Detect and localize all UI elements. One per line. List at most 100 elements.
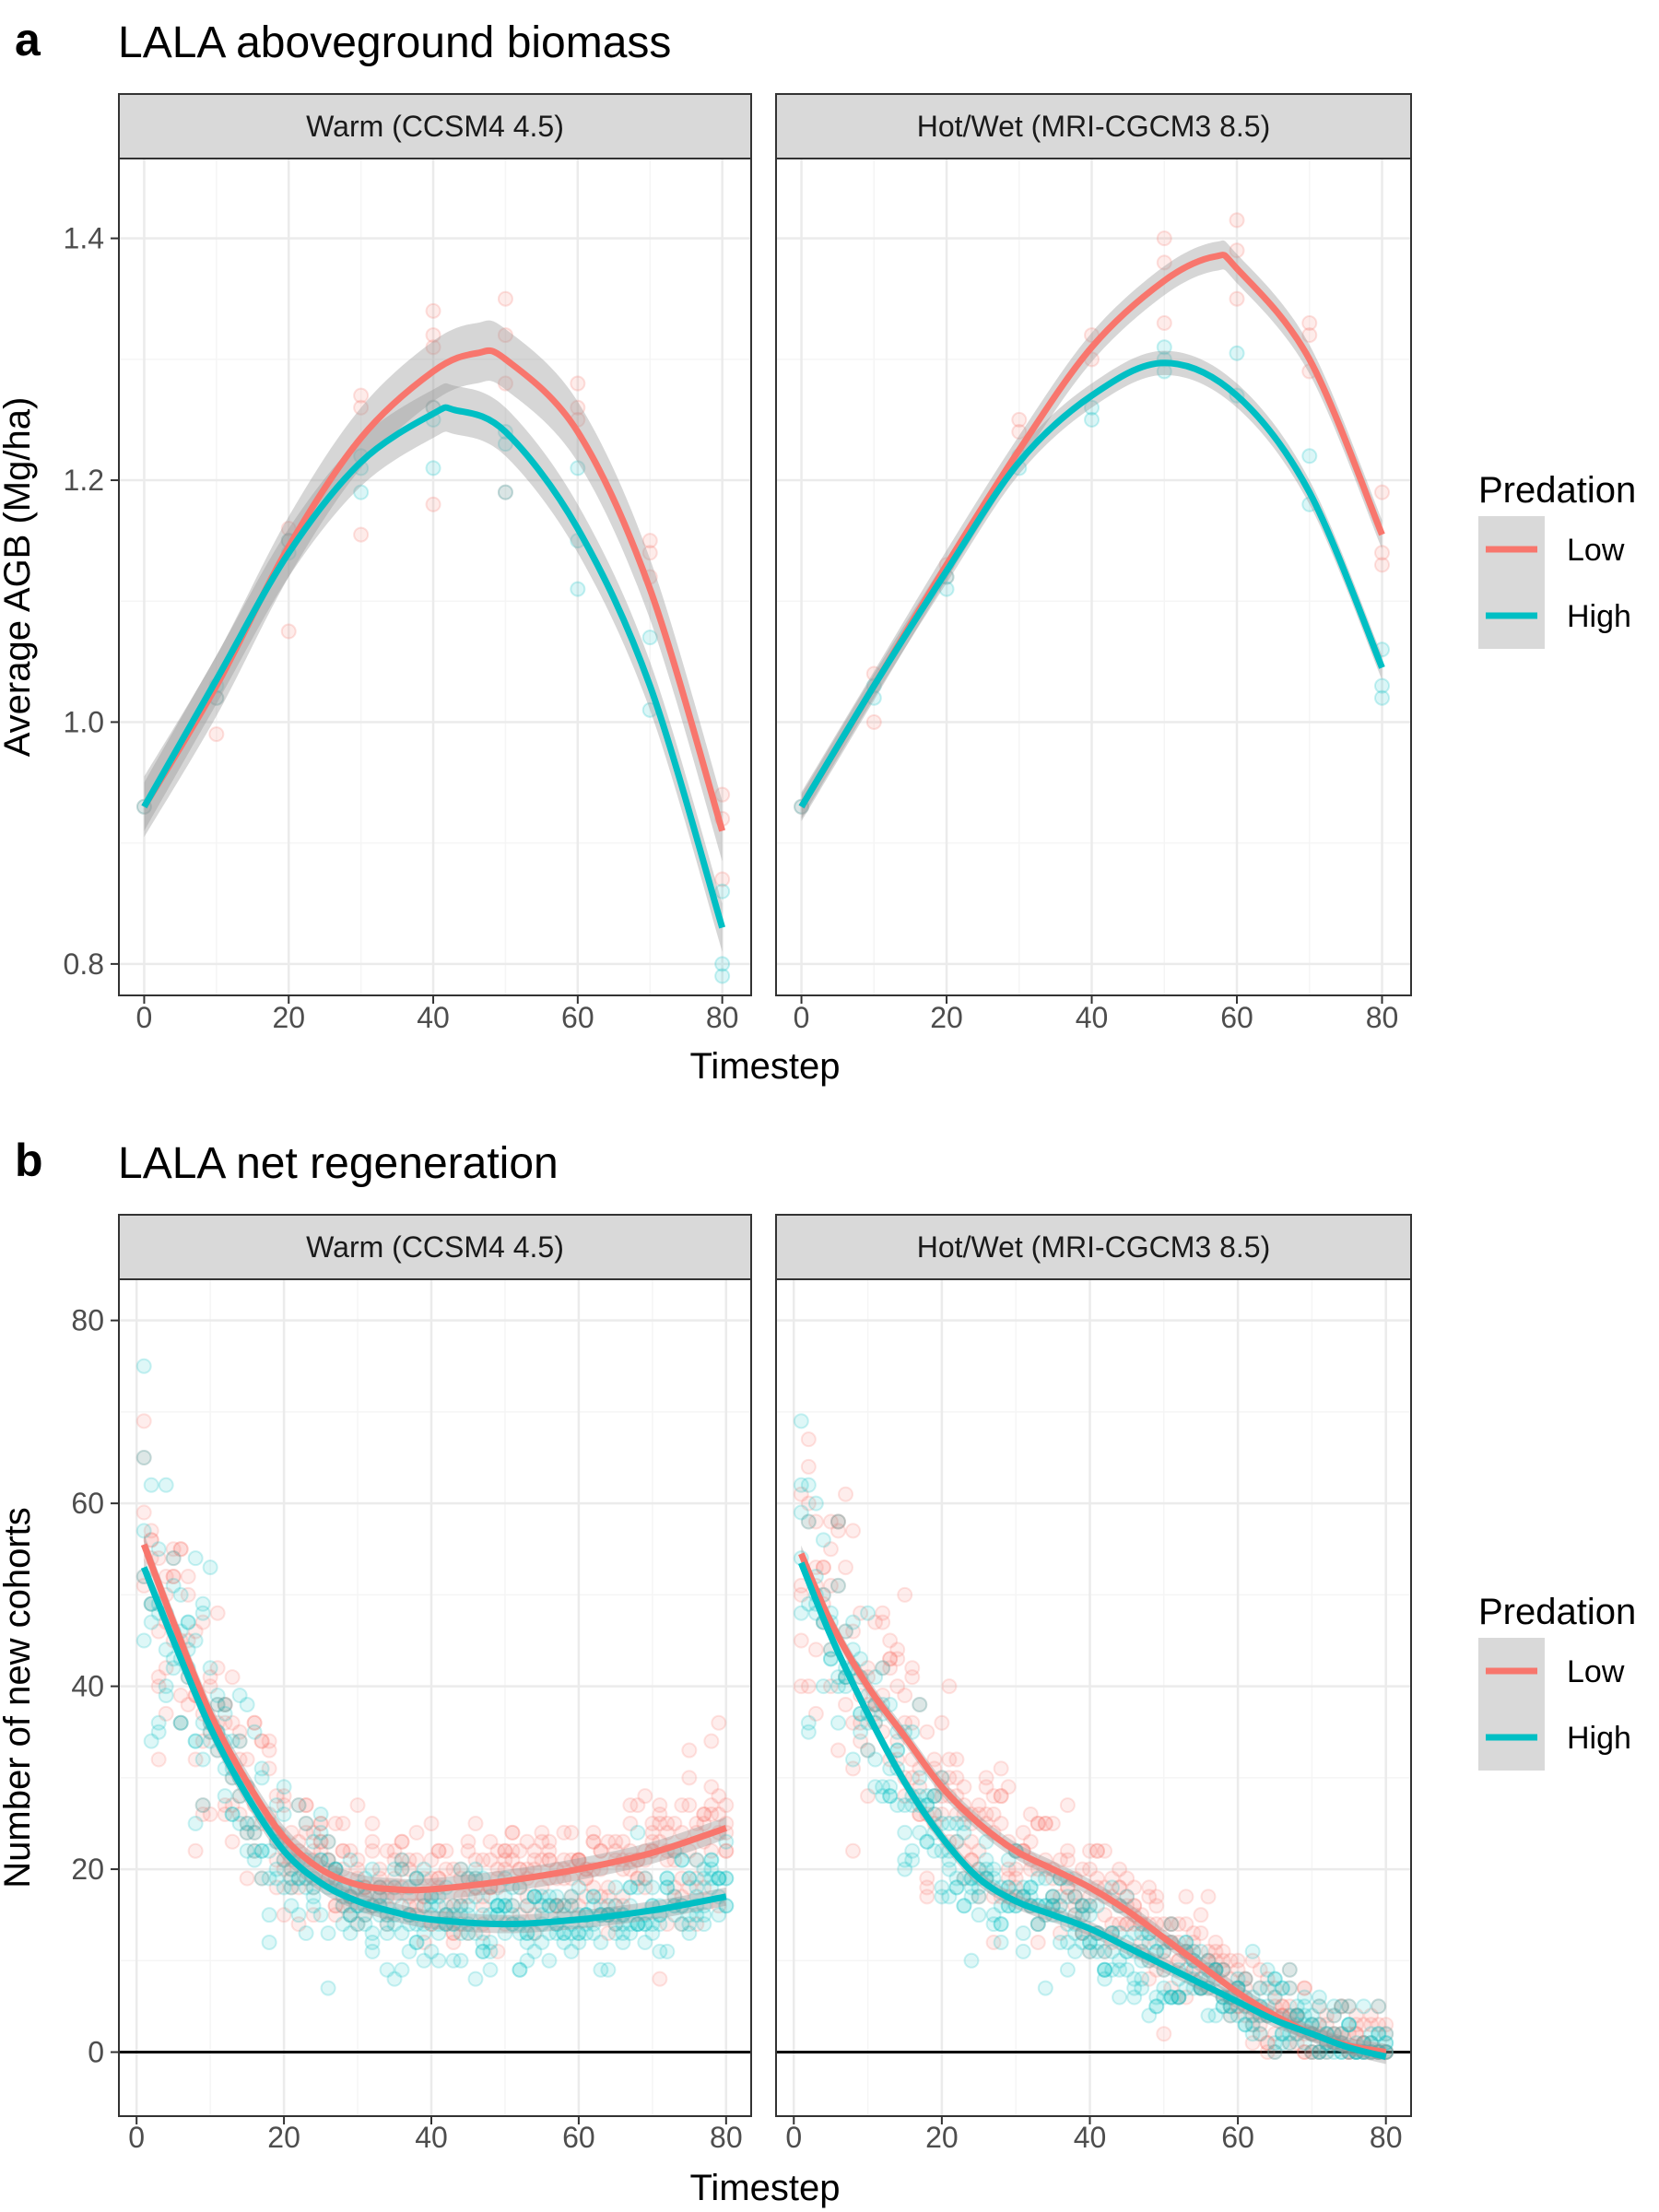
high-data-point xyxy=(703,1861,720,1877)
low-data-point xyxy=(1215,1961,1231,1978)
x-axis-title: Timestep xyxy=(689,1046,840,1087)
low-data-point xyxy=(1141,1888,1158,1905)
low-data-point xyxy=(919,1879,935,1896)
low-data-point xyxy=(445,1898,462,1914)
y-tick-label: 1.0 xyxy=(64,705,104,738)
low-data-point xyxy=(445,1925,462,1942)
high-data-point xyxy=(320,1852,336,1868)
high-data-point xyxy=(941,1861,958,1877)
high-data-point xyxy=(948,1833,965,1850)
high-data-point xyxy=(985,1861,1002,1877)
low-data-point xyxy=(703,1779,720,1795)
high-data-point xyxy=(548,1888,565,1905)
high-data-point xyxy=(629,1916,646,1933)
high-data-point xyxy=(904,1852,921,1868)
low-data-point xyxy=(246,1714,263,1731)
high-data-point xyxy=(622,1879,639,1896)
high-data-point xyxy=(637,1934,653,1950)
low-data-point xyxy=(1318,2007,1335,2024)
high-data-point xyxy=(158,1477,174,1493)
high-data-point xyxy=(674,1852,690,1868)
panel-border xyxy=(775,158,1412,996)
high-data-point xyxy=(815,1532,831,1548)
low-data-point xyxy=(1301,314,1318,331)
low-data-point xyxy=(1119,1888,1135,1905)
high-data-point xyxy=(718,1870,735,1887)
low-data-point xyxy=(882,1651,899,1667)
low-data-point xyxy=(853,1605,869,1621)
high-data-point xyxy=(364,1925,381,1942)
low-confidence-ribbon xyxy=(801,240,1382,822)
high-data-point xyxy=(268,1870,285,1887)
low-data-point xyxy=(1288,2007,1305,2024)
low-data-point xyxy=(904,1714,921,1731)
low-data-point xyxy=(143,1532,159,1548)
low-data-point xyxy=(1266,1980,1283,1996)
low-data-point xyxy=(1052,1852,1068,1868)
x-tick-label: 60 xyxy=(562,2121,595,2154)
low-data-point xyxy=(563,1852,580,1868)
high-data-point xyxy=(1097,1961,1113,1978)
low-data-point xyxy=(941,1770,958,1786)
low-data-point xyxy=(482,1833,499,1850)
high-data-point xyxy=(800,1714,817,1731)
high-data-point xyxy=(239,1824,255,1841)
low-data-point xyxy=(1074,1898,1090,1914)
low-data-point xyxy=(985,1934,1002,1950)
low-data-point xyxy=(305,1907,322,1924)
low-data-point xyxy=(342,1907,359,1924)
high-data-point xyxy=(1207,2007,1224,2024)
high-data-point xyxy=(659,1870,676,1887)
high-data-point xyxy=(194,1595,211,1612)
high-data-point xyxy=(187,1733,204,1749)
legend: Predation Low High xyxy=(1478,470,1636,649)
high-data-point xyxy=(519,1952,535,1969)
low-data-point xyxy=(793,1586,809,1603)
high-data-point xyxy=(644,1916,661,1933)
high-data-point xyxy=(652,1943,668,1959)
low-data-point xyxy=(312,1842,329,1859)
low-data-point xyxy=(349,1852,366,1868)
high-data-point xyxy=(978,1861,994,1877)
low-data-point xyxy=(1030,1815,1046,1831)
high-data-point xyxy=(1015,1943,1031,1959)
low-data-point xyxy=(652,1806,668,1823)
high-data-point xyxy=(711,1870,727,1887)
high-data-point xyxy=(1215,1961,1231,1978)
low-data-point xyxy=(696,1815,712,1831)
high-data-point xyxy=(187,1550,204,1567)
facet-0: Warm (CCSM4 4.5) 0 20 40 60 80 0.8 1.0 1.2 1.4 xyxy=(64,93,752,1034)
high-data-point xyxy=(1374,689,1391,706)
facet-1: Hot/Wet (MRI-CGCM3 8.5) 0 20 40 60 80 xyxy=(775,93,1412,1034)
high-data-point xyxy=(386,1861,403,1877)
low-data-point xyxy=(1185,1925,1202,1942)
high-data-point xyxy=(158,1641,174,1658)
high-data-point xyxy=(1237,2017,1253,2033)
high-data-point xyxy=(571,1925,587,1942)
high-data-point xyxy=(364,1943,381,1959)
high-data-point xyxy=(246,1842,263,1859)
low-data-point xyxy=(1266,2044,1283,2061)
high-data-point xyxy=(172,1586,189,1603)
low-data-point xyxy=(438,1898,454,1914)
high-data-point xyxy=(1215,1998,1231,2015)
high-data-point xyxy=(941,1852,958,1868)
high-data-point xyxy=(1237,2017,1253,2033)
low-data-point xyxy=(696,1879,712,1896)
high-data-point xyxy=(143,1733,159,1749)
high-data-point xyxy=(1296,2035,1312,2052)
panel-border xyxy=(775,1278,1412,2117)
high-data-point xyxy=(714,956,731,972)
low-data-point xyxy=(335,1815,351,1831)
high-data-point xyxy=(1059,1961,1076,1978)
low-data-point xyxy=(865,713,882,730)
low-data-point xyxy=(194,1614,211,1630)
low-data-point xyxy=(298,1824,314,1841)
low-data-point xyxy=(1185,1934,1202,1950)
low-data-point xyxy=(386,1852,403,1868)
low-data-point xyxy=(674,1797,690,1814)
high-data-point xyxy=(1059,1888,1076,1905)
high-data-point xyxy=(1044,1888,1061,1905)
high-data-point xyxy=(467,1971,484,1987)
low-data-point xyxy=(1163,1916,1180,1933)
